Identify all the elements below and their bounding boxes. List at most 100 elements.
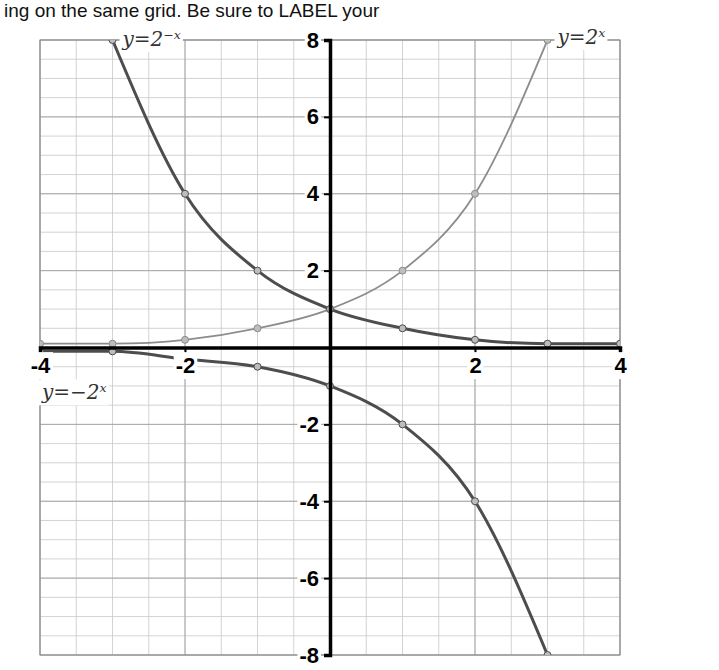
title: ing on the same grid. Be sure to LABEL y…: [4, 0, 380, 21]
grid-line: [40, 116, 620, 117]
series-label: y=−2ˣ: [41, 380, 107, 404]
x-tick-label: 2: [469, 353, 481, 378]
label-patch: [612, 352, 629, 379]
x-tick: 2: [467, 348, 483, 380]
series-label-group: y=−2ˣ: [39, 379, 109, 405]
y-tick: 6: [305, 103, 330, 130]
y-tick-label: -2: [299, 412, 319, 437]
series-label: y=2ˣ: [557, 25, 606, 49]
series-point: [109, 40, 116, 44]
label-patch: [297, 565, 321, 592]
y-tick-mark: [324, 40, 330, 42]
series-point: [254, 267, 261, 274]
y-tick-mark: [324, 578, 330, 580]
y-tick: 2: [305, 257, 330, 284]
x-tick: -2: [174, 348, 198, 380]
y-tick: -8: [297, 642, 330, 669]
series-point: [544, 340, 551, 347]
series-line: [40, 40, 548, 344]
y-tick-mark: [324, 270, 330, 272]
label-patch: [29, 352, 53, 379]
series-point: [182, 336, 189, 343]
grid: [40, 40, 620, 655]
x-tick-label: -4: [31, 353, 51, 378]
label-patch: [555, 24, 608, 50]
y-tick-mark: [324, 193, 330, 195]
grid-line: [185, 40, 186, 655]
label-patch: [297, 411, 321, 438]
y-tick: -4: [297, 488, 330, 515]
series-point: [544, 40, 551, 44]
y-tick: -2: [297, 411, 330, 438]
series-point: [617, 340, 621, 347]
series-point: [254, 363, 261, 370]
minor-grid-line: [185, 40, 186, 655]
label-patch: [305, 257, 321, 284]
y-tick-label: 4: [307, 181, 320, 206]
series-point: [254, 325, 261, 332]
minor-grid-line: [40, 424, 620, 425]
y-tick-label: -8: [299, 643, 319, 668]
minor-grid-line: [40, 270, 620, 271]
y-tick-mark: [324, 655, 330, 657]
chart-svg: ing on the same grid. Be sure to LABEL y…: [0, 0, 719, 670]
y-tick: 4: [305, 180, 330, 207]
label-patch: [39, 379, 109, 405]
label-patch: [297, 642, 321, 669]
grid-line: [40, 424, 620, 425]
x-tick: 4: [612, 348, 629, 380]
minor-grid-line: [40, 578, 620, 579]
plot-frame: [40, 40, 620, 655]
background: [0, 0, 719, 670]
series-point: [472, 498, 479, 505]
minor-grid-line: [475, 40, 476, 655]
label-patch: [305, 27, 321, 54]
y-tick-label: -4: [299, 489, 319, 514]
grid-line: [475, 40, 476, 655]
series-point: [472, 190, 479, 197]
minor-grid-line: [40, 193, 620, 194]
grid-line: [40, 501, 620, 502]
y-tick-label: 2: [307, 258, 319, 283]
label-patch: [174, 352, 198, 379]
chart-container: ing on the same grid. Be sure to LABEL y…: [0, 0, 719, 670]
x-tick-label: 4: [614, 353, 627, 378]
y-tick: -6: [297, 565, 330, 592]
series-point: [544, 652, 551, 656]
plot-marks: [40, 40, 620, 655]
series-label-group: y=2⁻ˣ: [120, 26, 183, 52]
series-point: [109, 340, 116, 347]
label-patch: [120, 26, 183, 52]
series-line: [113, 40, 621, 344]
series-point: [472, 336, 479, 343]
y-tick-label: 8: [307, 28, 319, 53]
label-patch: [467, 352, 483, 379]
series-labels: y=2ˣ y=2⁻ˣ y=−2ˣ: [39, 24, 607, 405]
series-point: [399, 325, 406, 332]
minor-grid-line: [40, 501, 620, 502]
y-axis: -8 -6 -4 -2 2 4 6 8: [297, 27, 330, 669]
y-tick-label: -6: [299, 566, 319, 591]
series-point: [399, 267, 406, 274]
y-tick-mark: [324, 424, 330, 426]
series-point: [182, 190, 189, 197]
series-line: [40, 351, 548, 655]
series-label-group: y=2ˣ: [555, 24, 608, 50]
series-label: y=2⁻ˣ: [122, 27, 181, 51]
y-tick: 8: [305, 27, 330, 54]
label-patch: [305, 103, 321, 130]
series-point: [40, 340, 44, 347]
y-axis-line: [324, 41, 331, 656]
minor-grid-line: [40, 116, 620, 117]
label-patch: [305, 180, 322, 207]
label-patch: [297, 488, 321, 515]
series-point: [399, 421, 406, 428]
grid-line: [40, 270, 620, 271]
grid-line: [40, 578, 620, 579]
y-tick-mark: [324, 501, 330, 503]
y-tick-mark: [324, 116, 330, 118]
x-tick-label: -2: [176, 353, 196, 378]
y-tick-label: 6: [307, 104, 319, 129]
x-tick: -4: [29, 348, 53, 380]
grid-line: [40, 193, 620, 194]
